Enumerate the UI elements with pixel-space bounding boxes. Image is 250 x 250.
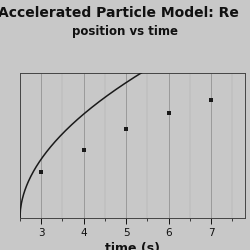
Text: position vs time: position vs time bbox=[72, 25, 178, 38]
Text: Accelerated Particle Model: Re: Accelerated Particle Model: Re bbox=[0, 6, 238, 20]
X-axis label: time (s): time (s) bbox=[105, 242, 160, 250]
